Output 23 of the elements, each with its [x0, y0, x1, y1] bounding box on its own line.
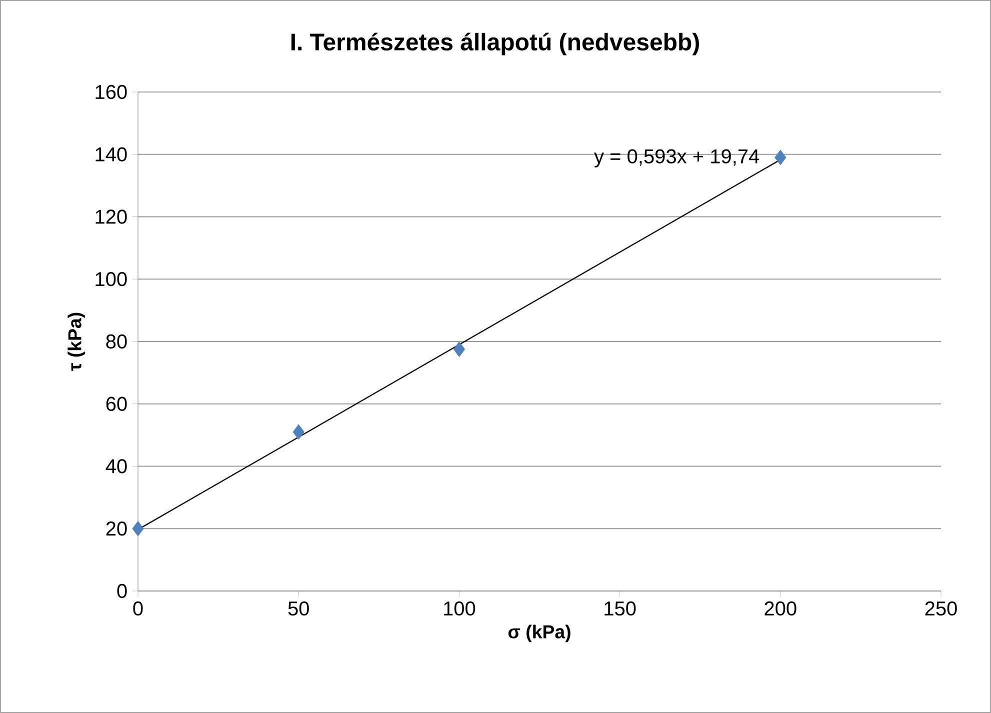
- y-tick-label: 120: [96, 210, 127, 224]
- y-tick-label: 20: [106, 522, 127, 536]
- y-axis-title: τ (kPa): [68, 312, 86, 371]
- y-tick-label: 140: [96, 147, 127, 162]
- x-tick-label: 150: [604, 601, 636, 616]
- x-tick-label: 250: [925, 601, 957, 616]
- x-tick-label: 0: [133, 601, 143, 616]
- y-tick-label: 40: [106, 459, 127, 474]
- y-tick-label: 100: [96, 272, 127, 286]
- x-tick-label: 200: [764, 601, 796, 616]
- y-tick-label: 80: [106, 334, 127, 349]
- annotation: y = 0,593x + 19,74: [594, 149, 760, 168]
- x-tick-label: 50: [288, 601, 309, 616]
- point: [453, 342, 465, 357]
- point: [132, 521, 144, 536]
- point: [292, 424, 304, 440]
- x-axis-title: σ (kPa): [508, 624, 570, 642]
- chart-title: I. Természetes állapotú (nedvesebb): [291, 32, 699, 56]
- y-tick-label: 0: [117, 584, 127, 598]
- y-tick-label: 160: [96, 84, 127, 100]
- x-tick-label: 100: [444, 601, 476, 616]
- y-tick-label: 60: [106, 396, 127, 411]
- point: [774, 150, 786, 166]
